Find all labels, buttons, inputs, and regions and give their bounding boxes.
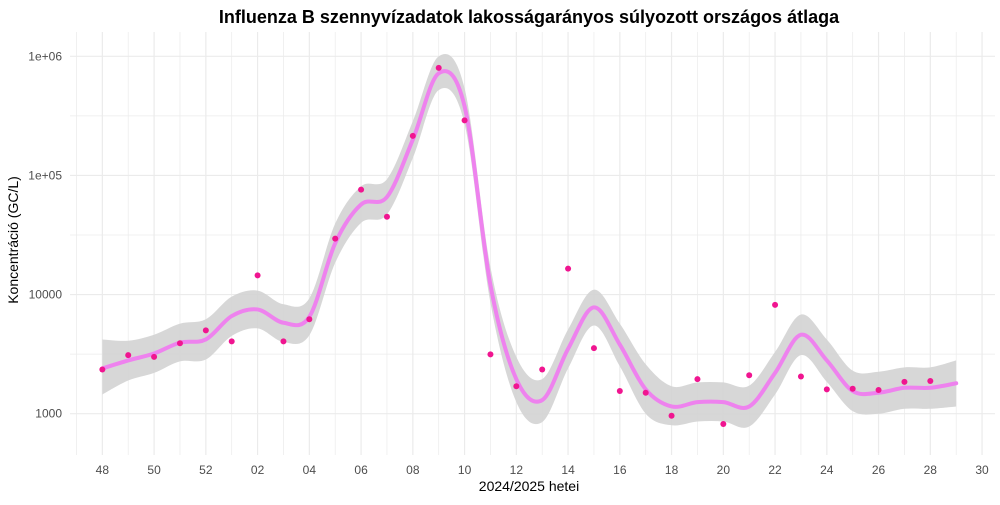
- smooth-trend-line: [100, 69, 959, 410]
- data-point: [125, 352, 132, 359]
- x-tick-label: 28: [924, 463, 938, 477]
- data-point: [487, 351, 494, 358]
- data-point: [151, 353, 158, 360]
- y-tick-label: 1e+05: [28, 168, 62, 182]
- data-point: [875, 387, 882, 394]
- data-point: [280, 338, 287, 345]
- y-tick-label: 1000: [35, 407, 62, 421]
- x-axis-title: 2024/2025 hetei: [479, 478, 579, 494]
- x-tick-label: 50: [147, 463, 161, 477]
- data-point: [668, 412, 675, 419]
- x-tick-label: 04: [303, 463, 317, 477]
- chart-title: Influenza B szennyvízadatok lakosságarán…: [219, 7, 840, 27]
- x-tick-label: 02: [251, 463, 265, 477]
- x-tick-label: 18: [665, 463, 679, 477]
- data-point: [383, 213, 390, 220]
- data-point: [332, 235, 339, 242]
- data-point: [616, 388, 623, 395]
- x-tick-label: 24: [820, 463, 834, 477]
- data-point: [461, 117, 468, 124]
- y-axis-title: Koncentráció (GC/L): [5, 176, 21, 304]
- data-point: [720, 420, 727, 427]
- x-tick-label: 22: [768, 463, 782, 477]
- data-point: [176, 340, 183, 347]
- data-point: [901, 378, 908, 385]
- y-tick-label: 1e+06: [28, 49, 62, 63]
- data-point: [927, 378, 934, 385]
- x-tick-label: 06: [354, 463, 368, 477]
- x-tick-label: 48: [96, 463, 110, 477]
- data-point: [228, 338, 235, 345]
- data-point: [99, 366, 106, 373]
- data-point: [358, 186, 365, 193]
- smooth-line-layer: [100, 69, 959, 410]
- x-tick-label: 20: [717, 463, 731, 477]
- y-tick-label: 10000: [29, 288, 63, 302]
- y-tick-labels: 1000 10000 1e+05 1e+06: [28, 49, 62, 420]
- x-tick-label: 12: [510, 463, 524, 477]
- confidence-band: [102, 54, 957, 428]
- x-tick-label: 30: [975, 463, 989, 477]
- data-point: [694, 376, 701, 383]
- confidence-band-layer: [102, 54, 957, 428]
- data-point: [797, 373, 804, 380]
- x-tick-label: 52: [199, 463, 213, 477]
- data-point: [513, 383, 520, 390]
- x-tick-label: 08: [406, 463, 420, 477]
- x-tick-labels: 48 50 52 02 04 06 08 10 12 14 16 18 20 22 24 26 28 30: [96, 463, 989, 477]
- data-point: [409, 132, 416, 139]
- data-point: [849, 385, 856, 392]
- data-point: [435, 64, 442, 71]
- data-point-layer: [99, 64, 934, 427]
- data-point: [202, 327, 209, 334]
- data-point: [746, 372, 753, 379]
- data-point: [823, 386, 830, 393]
- x-tick-label: 10: [458, 463, 472, 477]
- x-tick-label: 14: [561, 463, 575, 477]
- x-tick-label: 16: [613, 463, 627, 477]
- data-point: [772, 301, 779, 308]
- data-point: [642, 389, 649, 396]
- data-point: [539, 366, 546, 373]
- data-point: [565, 265, 572, 272]
- data-point: [590, 345, 597, 352]
- x-tick-label: 26: [872, 463, 886, 477]
- data-point: [254, 272, 261, 279]
- data-point: [306, 316, 313, 323]
